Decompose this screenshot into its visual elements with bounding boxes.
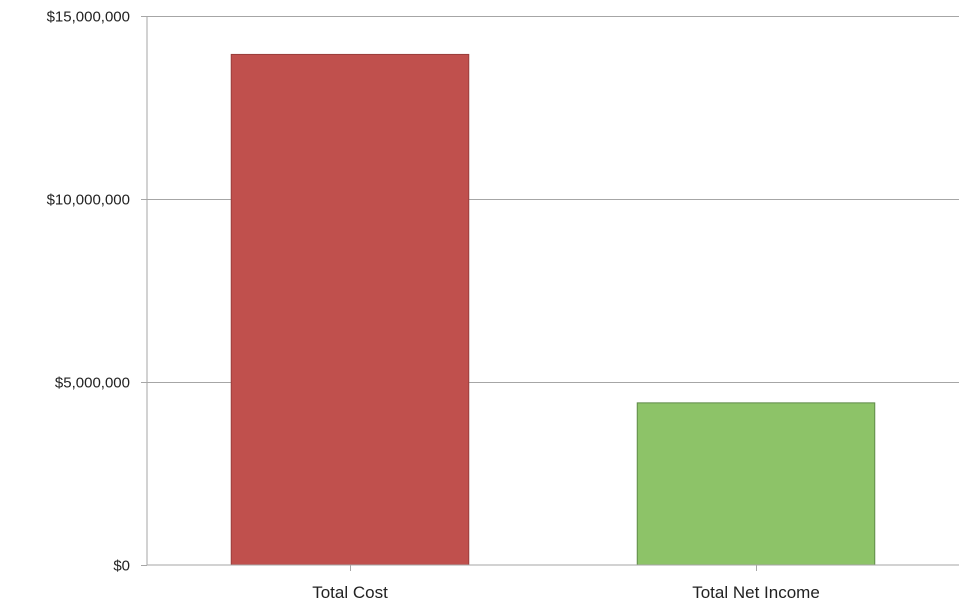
x-tick-labels: Total Cost Total Net Income (312, 565, 820, 602)
bar (636, 402, 876, 566)
y-tick-label: $15,000,000 (47, 9, 130, 26)
x-tick-label: Total Cost (312, 583, 388, 602)
y-tick-labels: $0 $5,000,000 $10,000,000 $15,000,000 (47, 9, 130, 575)
bar (230, 53, 470, 566)
y-tick-label: $10,000,000 (47, 192, 130, 209)
bars (230, 53, 876, 566)
axes (146, 16, 959, 566)
y-tick-label: $0 (113, 558, 130, 575)
x-tick-label: Total Net Income (692, 583, 820, 602)
y-tick-label: $5,000,000 (55, 375, 130, 392)
